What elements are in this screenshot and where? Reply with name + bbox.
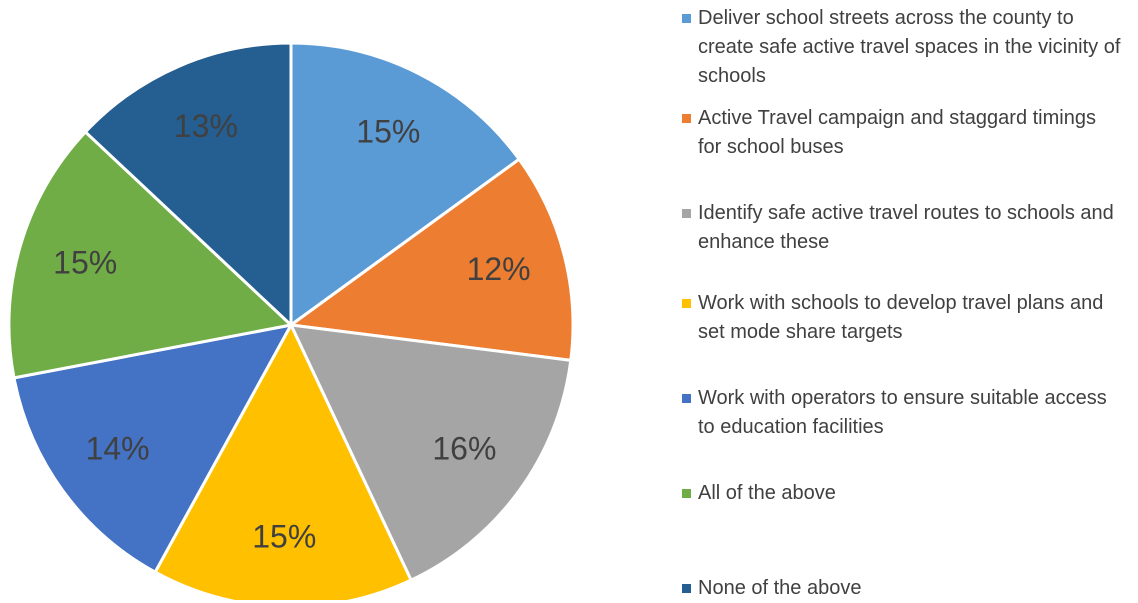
pie-slice [288, 323, 573, 583]
legend-item: Work with operators to ensure suitable a… [682, 384, 1122, 442]
legend-swatch [682, 489, 691, 498]
chart: 15% 12% 16% 15% 14% 15% 13% [7, 41, 575, 600]
legend-swatch [682, 394, 691, 403]
legend-swatch [682, 209, 691, 218]
legend-label: All of the above [698, 482, 836, 504]
legend-swatch [682, 114, 691, 123]
legend-item: Deliver school streets across the county… [682, 4, 1122, 91]
legend-label: None of the above [698, 577, 862, 599]
pie-slice [287, 157, 575, 363]
pie-slice [12, 322, 294, 575]
legend-item: Work with schools to develop travel plan… [682, 289, 1122, 347]
pie-slice [83, 41, 293, 329]
legend-item: None of the above [682, 574, 1122, 603]
data-label: 14% [86, 430, 150, 466]
legend-swatch [682, 584, 691, 593]
data-label: 15% [356, 113, 420, 149]
legend-item: Active Travel campaign and staggard timi… [682, 104, 1122, 162]
legend-swatch [682, 299, 691, 308]
pie-slice [153, 321, 414, 600]
data-label: 13% [174, 108, 238, 144]
legend-item: Identify safe active travel routes to sc… [682, 199, 1122, 257]
data-label: 15% [53, 245, 117, 281]
legend-label: Identify safe active travel routes to sc… [698, 202, 1114, 253]
data-label: 15% [252, 519, 316, 555]
legend-label: Deliver school streets across the county… [698, 7, 1121, 87]
legend-label: Active Travel campaign and staggard timi… [698, 107, 1096, 158]
legend-item: All of the above [682, 479, 1122, 508]
pie-slice [7, 129, 295, 380]
data-label: 12% [467, 251, 531, 287]
pie-slice [289, 41, 522, 328]
legend-label: Work with operators to ensure suitable a… [698, 387, 1107, 438]
legend-label: Work with schools to develop travel plan… [698, 292, 1104, 343]
legend-swatch [682, 14, 691, 23]
data-label: 16% [432, 430, 496, 466]
